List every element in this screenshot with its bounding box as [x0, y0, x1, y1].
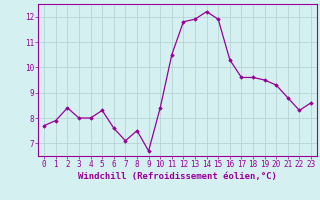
X-axis label: Windchill (Refroidissement éolien,°C): Windchill (Refroidissement éolien,°C)	[78, 172, 277, 181]
